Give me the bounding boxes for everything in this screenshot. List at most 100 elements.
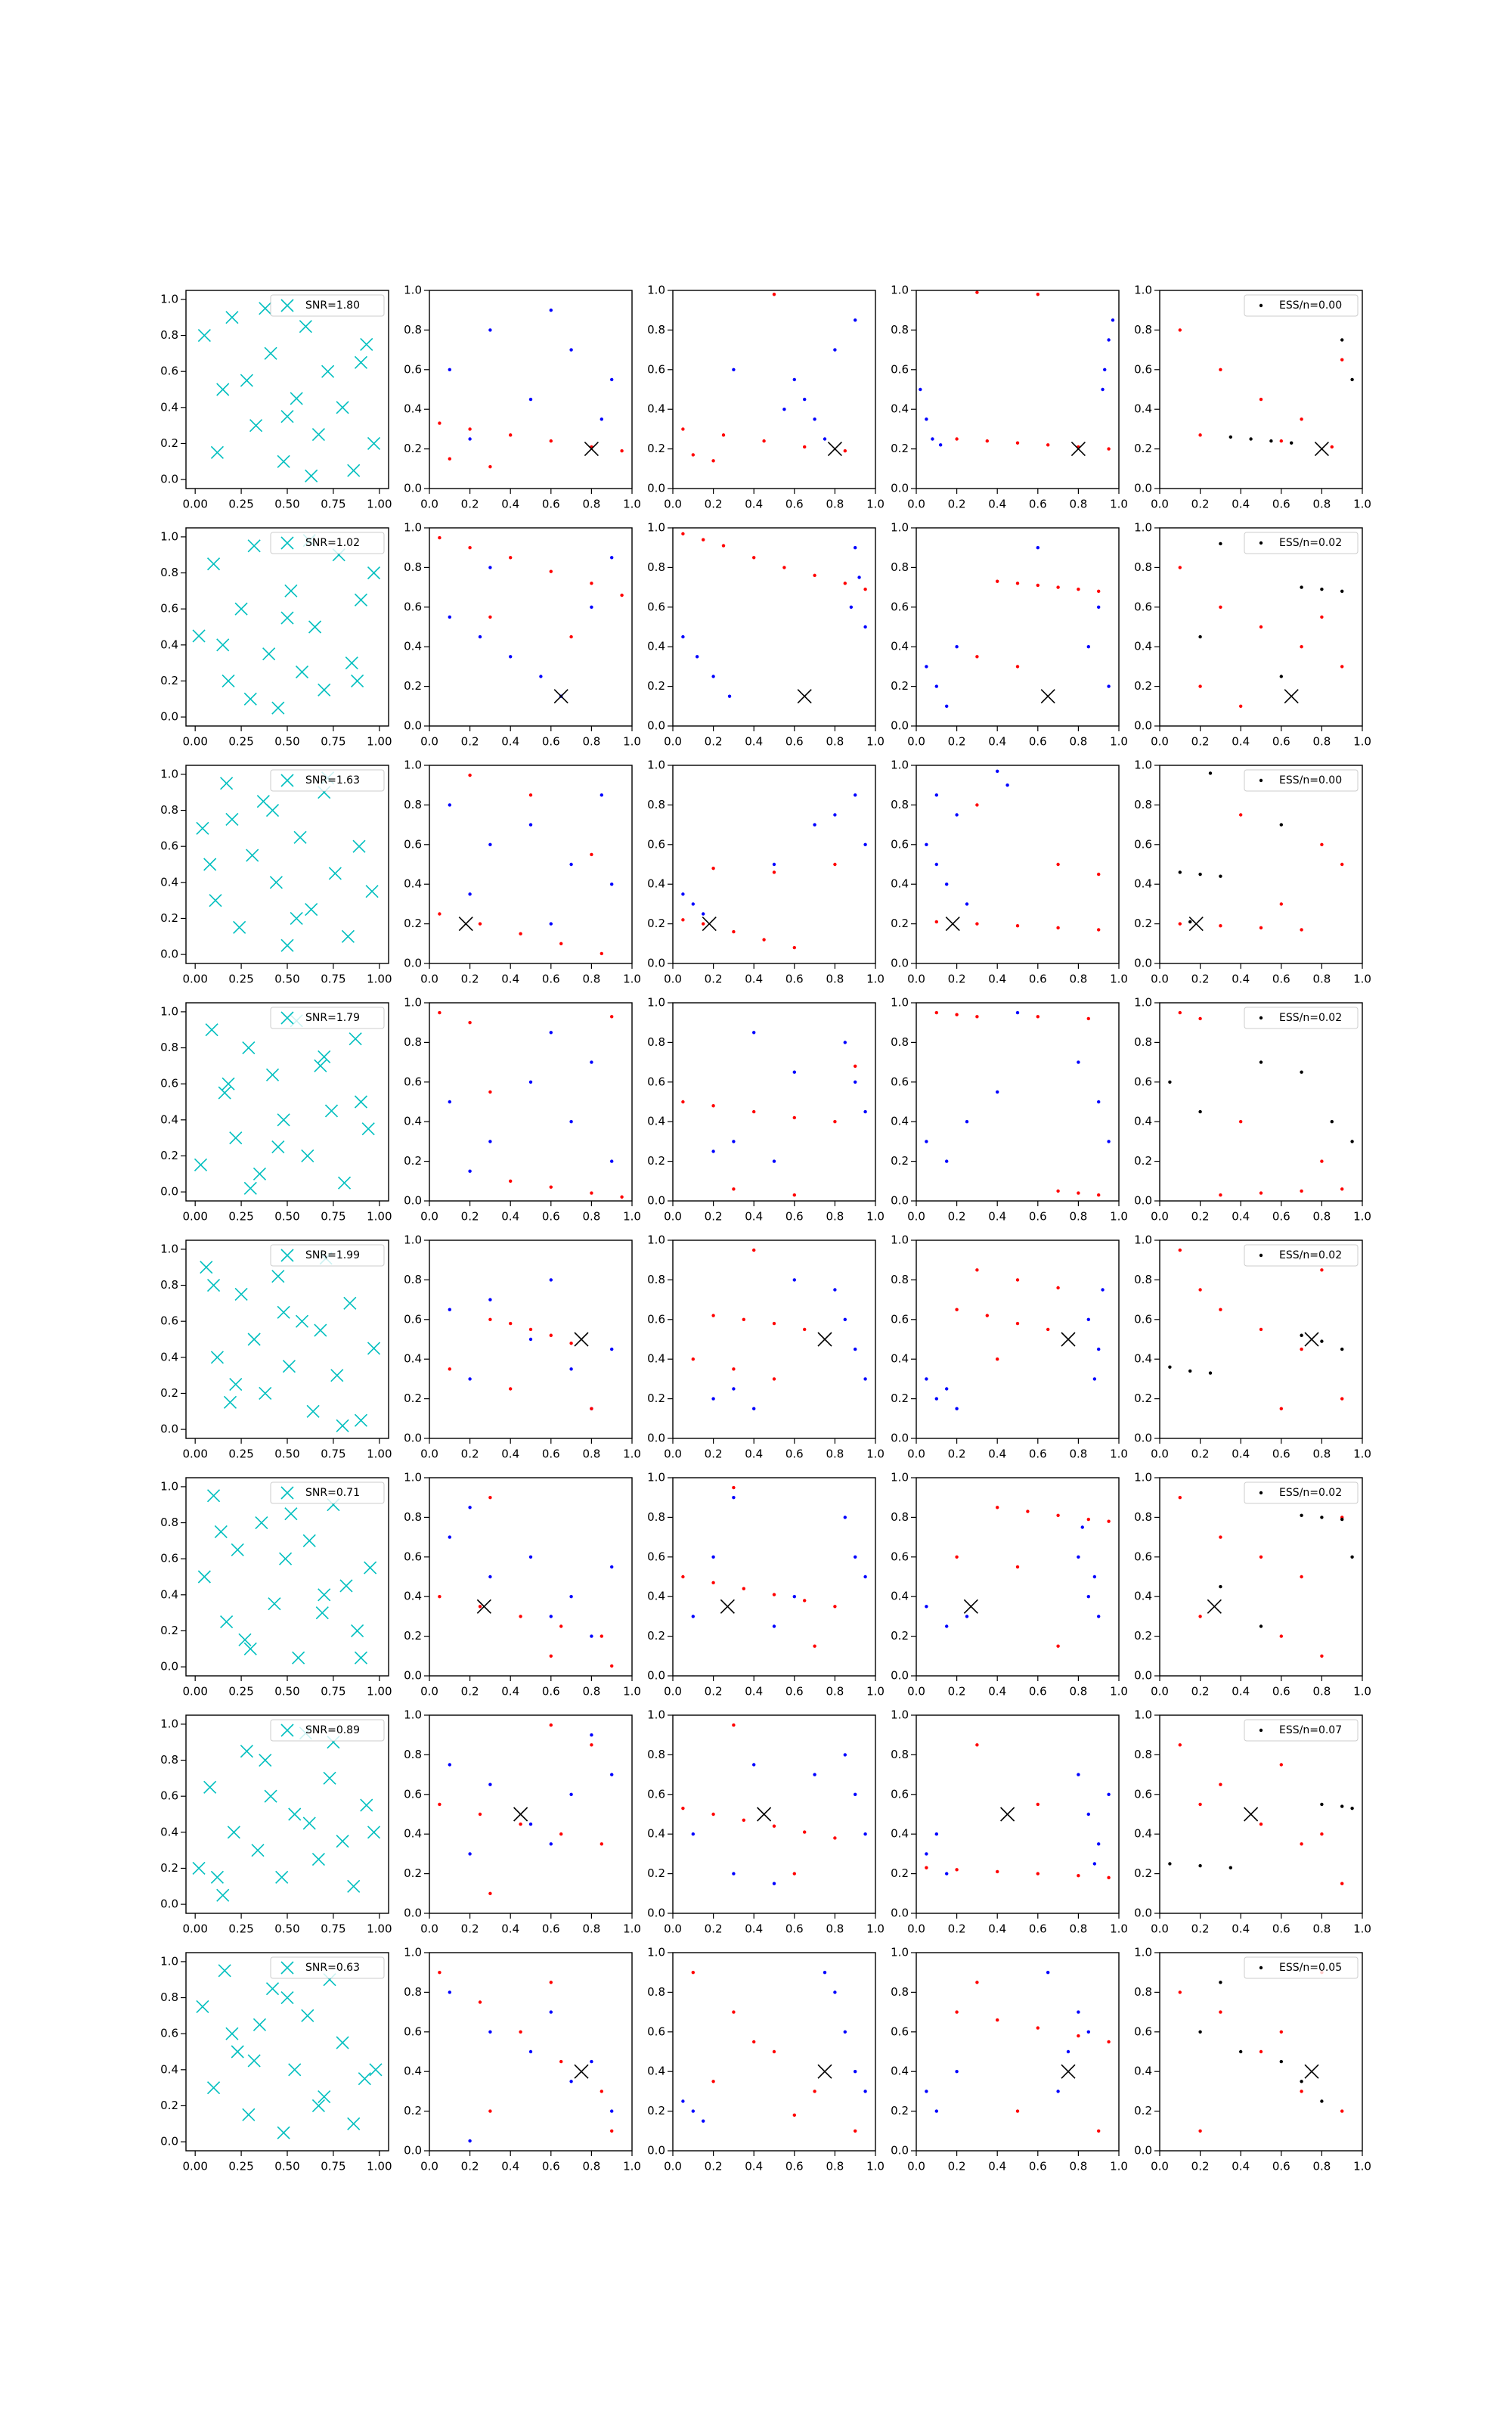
x-tick-label: 1.0 — [1110, 1210, 1128, 1224]
dot — [762, 439, 766, 443]
y-tick-label: 0.8 — [160, 1516, 178, 1529]
x-tick-label: 0.00 — [182, 973, 207, 986]
y-tick-label: 0.8 — [160, 1041, 178, 1054]
dot — [1219, 1308, 1222, 1311]
x-tick-label: 0.0 — [664, 973, 682, 986]
y-tick-label: 0.6 — [891, 2024, 909, 2038]
x-tick-label: 0.6 — [1272, 1922, 1290, 1936]
y-tick-label: 1.0 — [160, 1479, 178, 1493]
dot — [1259, 1822, 1263, 1826]
dot — [681, 1100, 685, 1104]
x-marker — [247, 2054, 261, 2068]
dot — [925, 665, 928, 669]
y-tick-label: 0.4 — [647, 2065, 665, 2078]
dot — [1320, 2099, 1324, 2103]
dot — [1330, 445, 1334, 449]
y-tick-label: 0.6 — [891, 1075, 909, 1088]
dot — [931, 437, 934, 441]
dot — [843, 1317, 847, 1322]
dot — [955, 645, 959, 649]
dot — [1036, 583, 1040, 588]
x-marker — [209, 894, 222, 908]
dot — [478, 1812, 482, 1817]
y-tick-label: 0.6 — [1134, 362, 1152, 376]
y-tick-label: 0.0 — [647, 1432, 665, 1445]
x-marker — [246, 849, 259, 862]
y-tick-label: 0.4 — [1134, 1827, 1152, 1841]
x-tick-label: 0.6 — [1029, 498, 1047, 511]
y-tick-label: 0.2 — [160, 674, 178, 687]
x-marker — [265, 1068, 280, 1081]
dot — [975, 1015, 979, 1019]
x-marker — [229, 1377, 243, 1392]
x-tick-label: 0.0 — [1151, 1447, 1169, 1461]
dot — [955, 1868, 959, 1872]
points — [1178, 1496, 1354, 1658]
y-tick-label: 1.0 — [891, 1708, 909, 1722]
dot — [843, 582, 847, 585]
x-tick-label: 0.0 — [420, 1447, 438, 1461]
x-tick-label: 0.2 — [1191, 498, 1210, 511]
dot — [681, 2099, 685, 2103]
x-marker — [197, 328, 211, 343]
x-tick-label: 0.2 — [948, 735, 966, 749]
dot — [833, 1120, 837, 1124]
dot — [1259, 926, 1263, 930]
x-tick-label: 1.0 — [1110, 1685, 1128, 1699]
legend-label: ESS/n=0.00 — [1279, 299, 1342, 312]
dot — [590, 1634, 593, 1638]
x-marker — [192, 629, 206, 643]
points — [1178, 1971, 1344, 2133]
y-tick-label: 1.0 — [647, 1233, 665, 1247]
dot — [468, 437, 472, 441]
dot — [448, 368, 451, 371]
dot — [985, 1314, 990, 1317]
y-tick-label: 0.4 — [404, 877, 422, 891]
x-tick-label: 0.2 — [705, 973, 723, 986]
x-marker — [265, 803, 280, 818]
dot — [1259, 2049, 1263, 2054]
y-tick-label: 0.0 — [160, 2135, 178, 2149]
points — [919, 290, 1115, 457]
dot — [833, 348, 837, 352]
points — [1178, 771, 1344, 932]
legend-label: ESS/n=0.00 — [1279, 774, 1342, 786]
y-tick-label: 0.2 — [404, 679, 422, 693]
dot — [1198, 872, 1202, 876]
x-marker — [238, 1633, 252, 1646]
dot — [1340, 1517, 1344, 1522]
legend-marker — [1259, 541, 1263, 545]
x-marker — [1070, 442, 1086, 457]
panel: 0.00 0.25 0.50 0.75 1.00 0.0 0.2 0.4 0.6 0.8 1.0 SN… — [160, 1002, 392, 1224]
x-marker — [251, 1844, 265, 1857]
y-tick-label: 0.0 — [647, 1194, 665, 1208]
x-marker — [210, 445, 224, 459]
points — [925, 546, 1111, 708]
x-marker — [229, 1131, 243, 1145]
x-marker — [220, 777, 234, 790]
x-tick-label: 0.0 — [1151, 973, 1169, 986]
dot — [569, 634, 573, 639]
panel: 0.0 0.2 0.4 0.6 0.8 1.0 0.0 0.2 0.4 0.6 0.8 1.0 — [404, 1708, 641, 1936]
y-tick-label: 0.4 — [647, 640, 665, 653]
y-tick-label: 0.2 — [891, 917, 909, 930]
y-tick-label: 0.0 — [160, 1660, 178, 1674]
x-marker — [797, 689, 812, 704]
y-tick-label: 1.0 — [891, 1946, 909, 1959]
dot — [792, 1595, 797, 1599]
x-tick-label: 1.0 — [1110, 2160, 1128, 2173]
axes-frame — [672, 1477, 876, 1677]
x-tick-label: 0.2 — [1191, 735, 1210, 749]
dot — [610, 2109, 614, 2113]
x-tick-label: 0.25 — [228, 1922, 253, 1936]
y-tick-label: 0.4 — [647, 1827, 665, 1841]
x-tick-label: 0.75 — [321, 1922, 345, 1936]
y-tick-label: 0.8 — [404, 1273, 422, 1286]
legend-label: ESS/n=0.05 — [1279, 1962, 1342, 1974]
x-marker — [206, 1278, 221, 1292]
y-tick-label: 0.6 — [891, 1550, 909, 1563]
x-marker — [203, 858, 217, 871]
axes-frame — [429, 1002, 633, 1202]
x-tick-label: 0.8 — [1312, 1922, 1331, 1936]
x-marker — [308, 620, 322, 634]
